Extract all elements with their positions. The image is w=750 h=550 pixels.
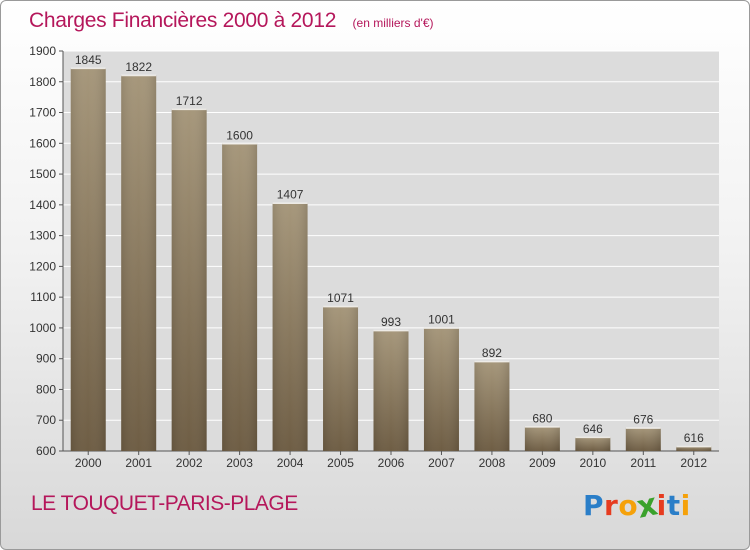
bar-shade bbox=[524, 426, 560, 451]
data-label: 646 bbox=[583, 422, 603, 436]
y-tick-label: 1200 bbox=[29, 259, 56, 273]
bar-shade bbox=[676, 446, 712, 451]
x-tick-label: 2009 bbox=[529, 456, 556, 470]
y-tick-label: 800 bbox=[36, 382, 56, 396]
data-label: 1822 bbox=[125, 60, 152, 74]
x-tick-label: 2001 bbox=[125, 456, 152, 470]
data-label: 1845 bbox=[75, 53, 102, 67]
bar-shade bbox=[323, 306, 359, 451]
y-tick-label: 1800 bbox=[29, 75, 56, 89]
x-tick-label: 2002 bbox=[176, 456, 203, 470]
bar-shade bbox=[474, 361, 510, 451]
x-tick-label: 2011 bbox=[630, 456, 656, 470]
x-tick-label: 2000 bbox=[75, 456, 102, 470]
data-label: 1600 bbox=[226, 128, 253, 142]
x-tick-label: 2007 bbox=[428, 456, 455, 470]
x-tick-label: 2005 bbox=[327, 456, 354, 470]
data-label: 616 bbox=[684, 431, 704, 445]
bar-shade bbox=[70, 67, 106, 451]
y-tick-label: 900 bbox=[36, 352, 56, 366]
x-tick-label: 2006 bbox=[378, 456, 405, 470]
y-tick-label: 600 bbox=[36, 444, 56, 458]
data-label: 892 bbox=[482, 346, 502, 360]
y-tick-label: 1000 bbox=[29, 321, 56, 335]
data-label: 1407 bbox=[277, 188, 304, 202]
chart-title: Charges Financières 2000 à 2012 bbox=[29, 9, 337, 32]
logo-letter: P bbox=[583, 489, 605, 522]
bar-shade bbox=[171, 108, 207, 451]
bar-shade bbox=[121, 75, 157, 451]
bar-shade bbox=[222, 143, 258, 452]
logo-letter: i bbox=[680, 489, 691, 522]
data-label: 1001 bbox=[428, 313, 455, 327]
x-tick-label: 2008 bbox=[479, 456, 506, 470]
data-label: 1071 bbox=[327, 291, 354, 305]
bar-shade bbox=[625, 427, 661, 451]
bar-shade bbox=[373, 330, 409, 451]
chart-title-block: Charges Financières 2000 à 2012 (en mill… bbox=[29, 9, 434, 33]
y-tick-label: 1600 bbox=[29, 136, 56, 150]
unit-note: (en milliers d'€) bbox=[352, 16, 434, 30]
y-tick-label: 1500 bbox=[29, 167, 56, 181]
bar-shade bbox=[272, 202, 308, 451]
y-tick-label: 1300 bbox=[29, 229, 56, 243]
bar-shade bbox=[575, 436, 611, 451]
y-tick-label: 1900 bbox=[29, 44, 56, 58]
logo-letter: t bbox=[666, 489, 681, 522]
data-label: 680 bbox=[532, 411, 552, 425]
data-label: 676 bbox=[633, 413, 653, 427]
data-label: 1712 bbox=[176, 94, 203, 108]
proxiti-logo: Proxiti bbox=[583, 486, 691, 526]
x-tick-label: 2004 bbox=[277, 456, 304, 470]
logo-letter: r bbox=[604, 489, 619, 522]
bar-shade bbox=[423, 327, 459, 451]
logo-letter: o bbox=[618, 489, 639, 522]
place-name: LE TOUQUET-PARIS-PLAGE bbox=[31, 492, 298, 515]
x-tick-label: 2010 bbox=[579, 456, 606, 470]
logo-letter: i bbox=[656, 489, 667, 522]
y-tick-label: 1700 bbox=[29, 106, 56, 120]
y-tick-label: 700 bbox=[36, 413, 56, 427]
y-tick-label: 1100 bbox=[30, 290, 56, 304]
data-label: 993 bbox=[381, 315, 401, 329]
x-tick-label: 2012 bbox=[680, 456, 707, 470]
y-tick-label: 1400 bbox=[29, 198, 56, 212]
x-tick-label: 2003 bbox=[226, 456, 253, 470]
